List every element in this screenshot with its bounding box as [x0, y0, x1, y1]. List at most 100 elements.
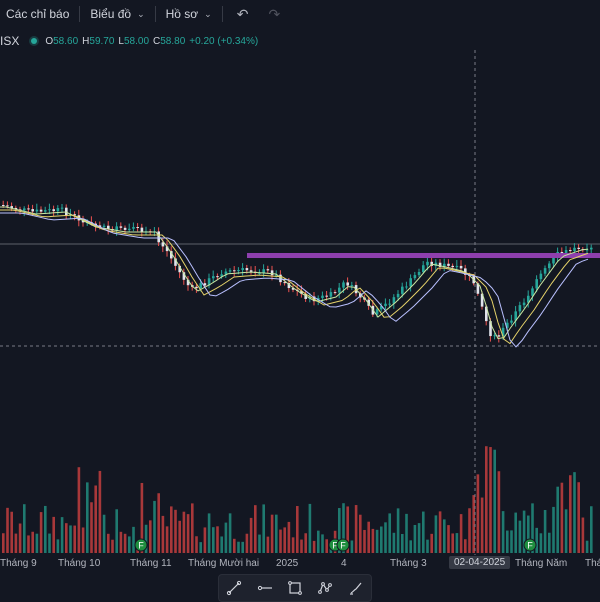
candle-body — [522, 302, 526, 306]
candle-body — [52, 209, 55, 212]
trend-line-icon[interactable] — [224, 578, 244, 598]
chart-type-button[interactable]: Biểu đồ ⌄ — [84, 0, 150, 28]
volume-bar — [39, 512, 43, 553]
volume-bar — [506, 530, 509, 553]
volume-bar — [459, 514, 463, 553]
volume-bar — [577, 482, 580, 553]
volume-bar — [262, 504, 265, 553]
candle-body — [212, 276, 215, 279]
candle-body — [543, 268, 547, 274]
volume-bar — [392, 532, 396, 553]
earnings-marker[interactable]: F — [523, 538, 537, 552]
candle-body — [102, 225, 106, 227]
moving-average-mid — [0, 209, 589, 345]
crosshair-date-label: 02-04-2025 — [449, 556, 511, 569]
volume-bar — [531, 503, 534, 553]
candle-body — [287, 283, 291, 289]
candle-body — [388, 303, 391, 305]
path-icon[interactable] — [315, 578, 335, 598]
redo-icon[interactable]: ↷ — [268, 5, 281, 22]
candle-body — [249, 270, 253, 272]
volume-bar — [485, 446, 488, 553]
volume-bar — [539, 533, 543, 553]
volume-bar — [514, 512, 517, 553]
time-axis-label: Tháng 10 — [58, 558, 101, 569]
candle-body — [266, 269, 270, 271]
candle-body — [60, 207, 64, 209]
time-axis-label: Tháng 11 — [130, 558, 172, 569]
candle-body — [413, 275, 417, 279]
volume-bar — [497, 471, 501, 553]
earnings-marker[interactable]: F — [134, 538, 148, 552]
chevron-down-icon: ⌄ — [204, 8, 212, 19]
volume-bar — [401, 534, 404, 553]
candle-body — [426, 261, 429, 266]
volume-bar — [304, 533, 307, 553]
volume-bar — [98, 470, 102, 553]
horizontal-ray-icon[interactable] — [255, 578, 275, 598]
candle-body — [434, 262, 438, 266]
volume-bar — [207, 513, 211, 553]
volume-bar — [510, 530, 513, 553]
candle-body — [548, 263, 551, 269]
volume-bar — [73, 525, 76, 553]
candle-body — [497, 335, 501, 337]
candle-body — [438, 262, 442, 267]
resistance-line[interactable] — [247, 253, 600, 258]
toolbar-divider — [79, 6, 81, 22]
candle-body — [275, 274, 278, 276]
candle-body — [216, 276, 219, 278]
candle-body — [396, 293, 400, 298]
candle-body — [510, 320, 513, 323]
time-axis-label: 2025 — [276, 558, 299, 569]
candle-body — [506, 322, 509, 328]
volume-bar — [493, 449, 496, 553]
volume-bar — [581, 517, 585, 553]
volume-bar — [480, 497, 484, 553]
candle-body — [228, 270, 232, 272]
candle-body — [405, 286, 408, 288]
undo-icon[interactable]: ↶ — [236, 5, 249, 22]
moving-average-long — [0, 212, 589, 348]
volume-bar — [354, 505, 358, 553]
earnings-marker-label: F — [138, 541, 144, 551]
brush-icon[interactable] — [346, 578, 366, 598]
candle-body — [128, 228, 131, 230]
profile-button[interactable]: Hồ sơ ⌄ — [160, 0, 218, 28]
candle-body — [514, 311, 517, 321]
volume-bar — [527, 515, 530, 553]
volume-bar — [317, 530, 320, 553]
candle-body — [237, 270, 240, 272]
toolbar-divider — [221, 6, 223, 22]
low-key: L — [118, 35, 124, 47]
candle-body — [39, 209, 43, 212]
volume-bar — [468, 508, 471, 553]
candle-body — [443, 263, 446, 267]
volume-bar — [464, 539, 467, 553]
volume-bar — [300, 539, 303, 553]
volume-bar — [23, 504, 26, 553]
volume-bar — [384, 522, 387, 553]
candle-body — [464, 268, 467, 275]
indicators-button[interactable]: Các chỉ báo — [0, 0, 75, 28]
volume-bar — [434, 515, 438, 553]
chart-type-label: Biểu đồ — [90, 7, 132, 21]
volume-bar — [6, 507, 9, 553]
moving-average-short — [0, 206, 589, 340]
volume-bar — [123, 533, 127, 553]
rectangle-icon[interactable] — [285, 578, 305, 598]
volume-bar — [396, 508, 400, 553]
candle-body — [417, 271, 421, 276]
volume-bar — [216, 526, 219, 553]
candle-body — [73, 214, 76, 216]
volume-bar — [312, 540, 316, 553]
volume-bar — [10, 511, 13, 553]
volume-bar — [149, 520, 152, 553]
volume-bar — [212, 527, 215, 553]
earnings-marker[interactable]: F — [336, 538, 350, 552]
volume-bar — [380, 526, 383, 553]
candle-body — [186, 279, 190, 286]
candle-body — [23, 208, 26, 211]
